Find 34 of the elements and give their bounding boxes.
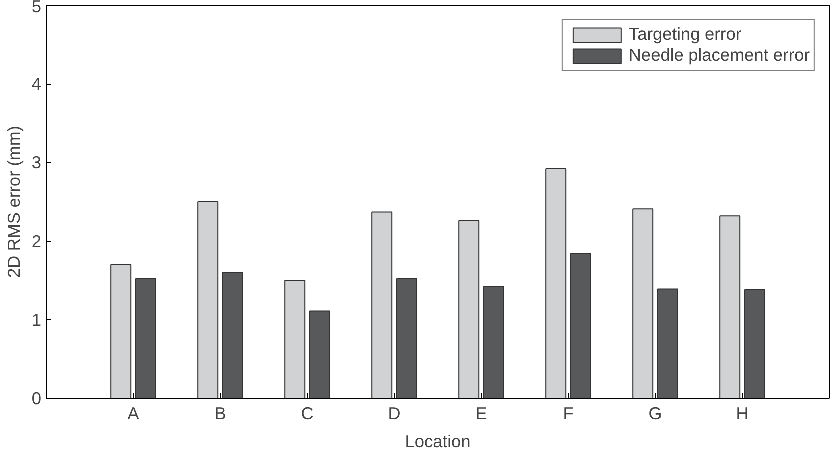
x-axis-title: Location [405, 432, 471, 452]
bar [483, 286, 504, 398]
bar [284, 280, 306, 398]
bar [372, 212, 393, 398]
x-tick-label: A [128, 404, 140, 424]
bar [198, 202, 219, 398]
y-axis-title: 2D RMS error (mm) [4, 126, 24, 278]
x-tick-label: G [648, 404, 662, 424]
bar [720, 216, 741, 398]
bar [657, 288, 678, 398]
bar [458, 220, 480, 398]
bar [309, 310, 330, 398]
bar [744, 290, 766, 398]
bar [570, 253, 592, 398]
y-tick-label: 1 [32, 310, 42, 330]
x-tick-label: B [214, 404, 226, 424]
legend-label: Needle placement error [628, 45, 810, 66]
bar [546, 168, 567, 398]
bar [222, 272, 244, 398]
y-tick-label: 3 [32, 152, 42, 173]
bar [632, 208, 654, 398]
bar [110, 264, 132, 398]
y-tick-label: 0 [32, 388, 42, 408]
x-tick-label: H [736, 404, 749, 424]
y-tick-label: 5 [32, 0, 42, 16]
x-tick-label: E [476, 404, 488, 424]
x-tick-label: D [388, 404, 401, 424]
bar [135, 278, 156, 398]
y-tick-label: 4 [32, 74, 42, 94]
y-tick-label: 2 [32, 231, 42, 252]
x-tick-label: C [301, 404, 314, 424]
x-tick-label: F [563, 404, 574, 424]
legend-label: Targeting error [628, 24, 742, 45]
bar [396, 278, 418, 398]
